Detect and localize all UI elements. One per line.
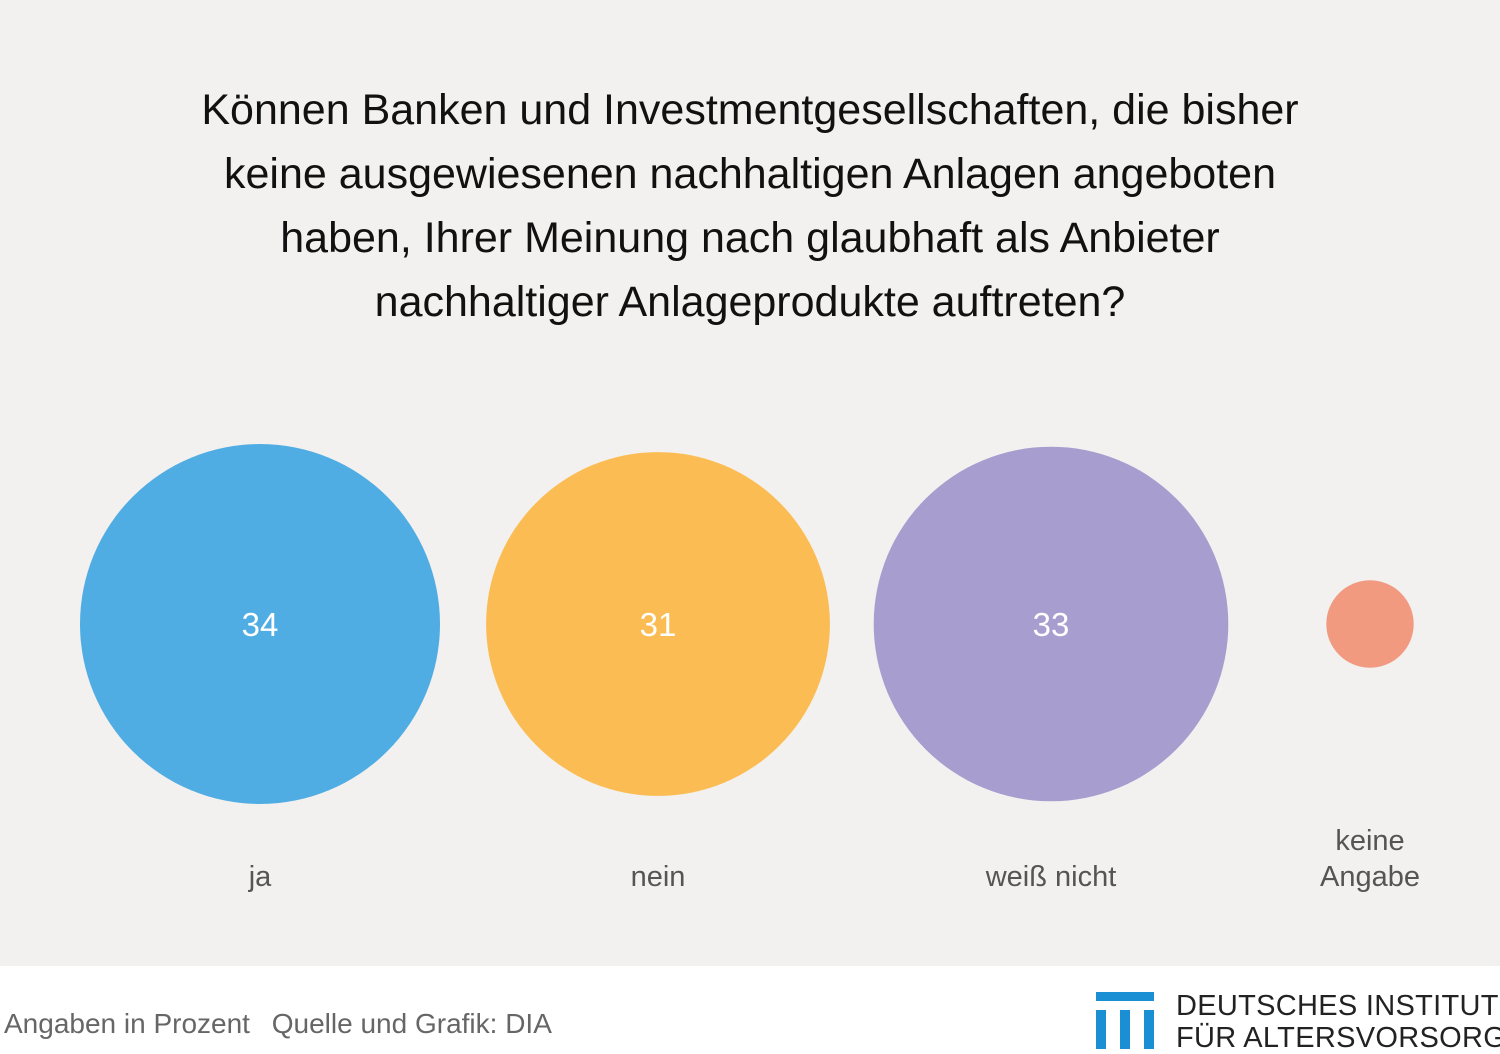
category-label-3-0: keine <box>1335 825 1404 857</box>
logo-line-1: DEUTSCHES INSTITUT <box>1176 990 1499 1022</box>
unit-note: Angaben in Prozent <box>4 1008 250 1039</box>
value-label-0: 34 <box>242 606 279 643</box>
logo-line-2: FÜR ALTERSVORSORGE <box>1176 1022 1500 1054</box>
bubble-3 <box>1326 580 1414 668</box>
title-line-3: haben, Ihrer Meinung nach glaubhaft als … <box>280 214 1220 262</box>
title-line-1: Können Banken und Investmentgesellschaft… <box>201 86 1299 134</box>
bubble-0 <box>80 444 440 804</box>
bubble-1 <box>486 452 830 796</box>
title-line-2: keine ausgewiesenen nachhaltigen Anlagen… <box>224 150 1276 198</box>
value-label-3: 2 <box>1361 606 1379 643</box>
value-label-2: 33 <box>1033 606 1070 643</box>
source-note: Quelle und Grafik: DIA <box>271 1008 552 1039</box>
category-label-1-0: nein <box>631 861 686 893</box>
chart-panel: Können Banken und Investmentgesellschaft… <box>0 0 1500 966</box>
category-label-0-0: ja <box>248 861 272 893</box>
category-label-2-0: weiß nicht <box>985 861 1117 893</box>
bubble-2 <box>873 446 1229 802</box>
value-label-1: 31 <box>640 606 677 643</box>
dia-logo: DEUTSCHES INSTITUT FÜR ALTERSVORSORGE <box>1096 990 1500 1054</box>
chart-title: Können Banken und Investmentgesellschaft… <box>150 78 1350 334</box>
title-line-4: nachhaltiger Anlageprodukte auftreten? <box>374 278 1126 326</box>
logo-text: DEUTSCHES INSTITUT FÜR ALTERSVORSORGE <box>1176 990 1500 1054</box>
bubble-chart: 34 ja 31 nein 33 weiß nicht 2 keine Angabe <box>80 444 1420 893</box>
dia-logo-icon <box>1096 992 1154 1049</box>
category-label-3-1: Angabe <box>1320 861 1420 893</box>
footer-note: Angaben in Prozent Quelle und Grafik: DI… <box>4 1008 552 1040</box>
